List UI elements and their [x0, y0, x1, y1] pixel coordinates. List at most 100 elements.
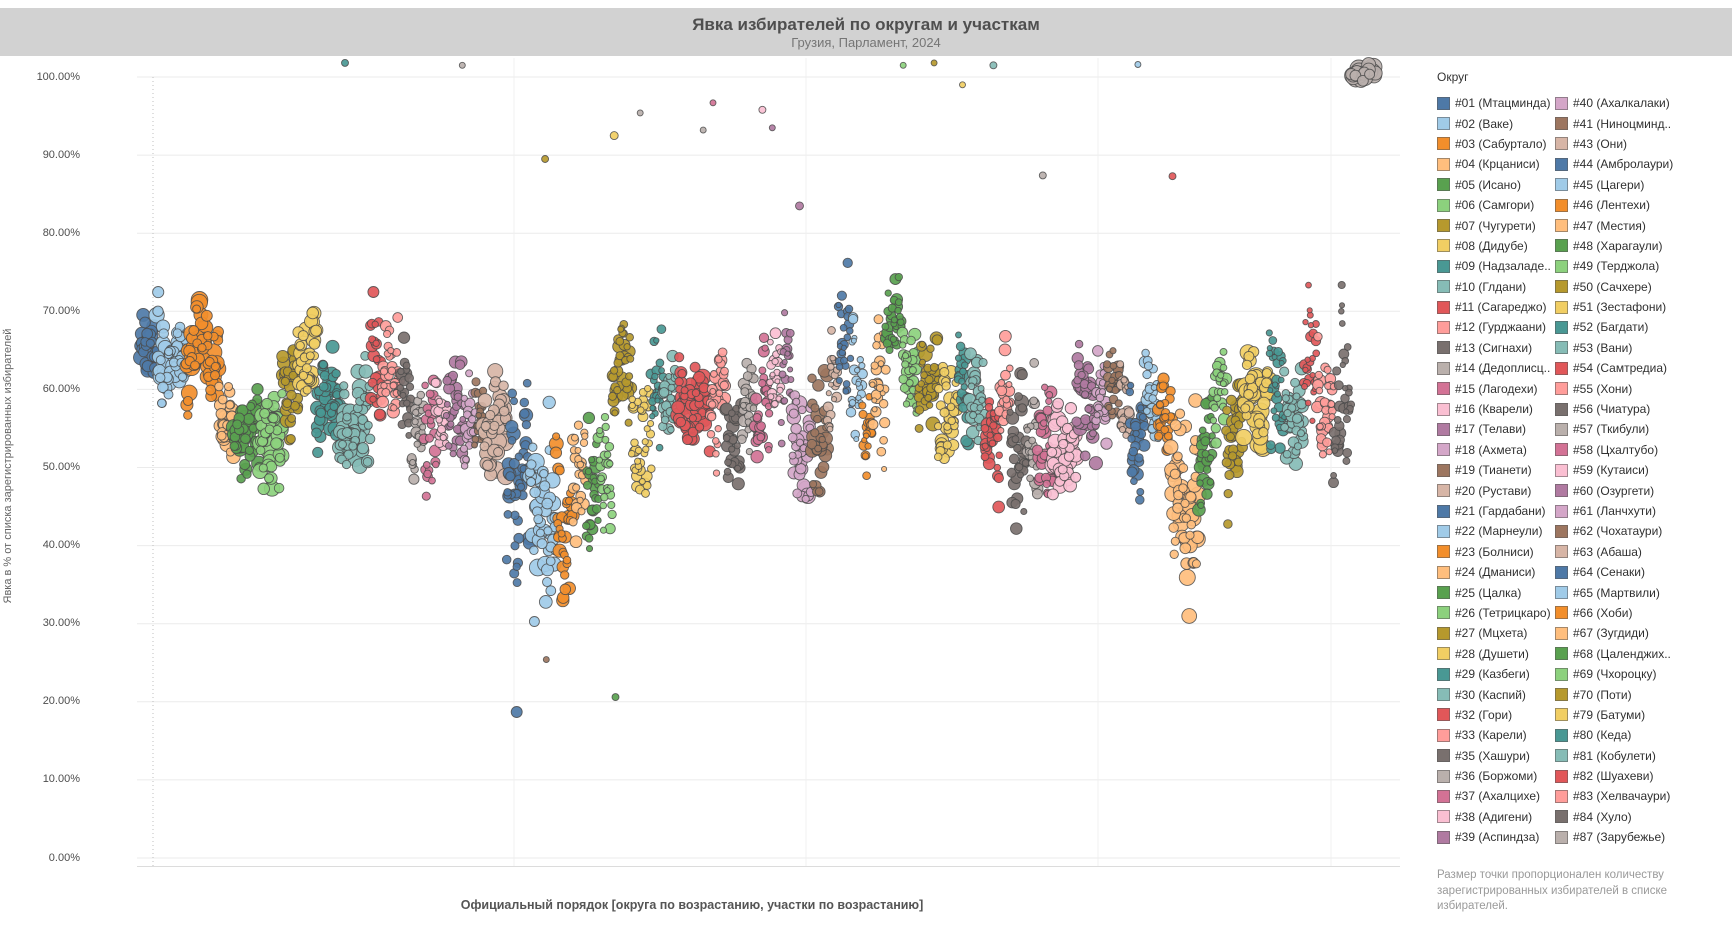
precinct-point[interactable] — [844, 304, 854, 314]
precinct-point[interactable] — [831, 396, 838, 403]
precinct-point[interactable] — [447, 420, 455, 428]
precinct-point[interactable] — [1267, 387, 1274, 394]
precinct-point[interactable] — [576, 496, 584, 504]
precinct-point[interactable] — [560, 570, 570, 580]
precinct-point[interactable] — [724, 458, 732, 467]
precinct-point[interactable] — [600, 493, 609, 502]
legend-item-41[interactable]: #41 (Ниноцминд.. — [1555, 113, 1715, 133]
precinct-point[interactable] — [591, 504, 602, 514]
precinct-point-outlier[interactable] — [510, 706, 523, 718]
precinct-point[interactable] — [1178, 483, 1188, 493]
precinct-point[interactable] — [836, 290, 847, 301]
precinct-point[interactable] — [475, 412, 482, 419]
precinct-point[interactable] — [931, 334, 943, 346]
precinct-point[interactable] — [282, 398, 292, 409]
precinct-point[interactable] — [1031, 444, 1044, 456]
precinct-point[interactable] — [647, 464, 656, 473]
precinct-point[interactable] — [608, 391, 617, 401]
precinct-point[interactable] — [731, 477, 745, 491]
precinct-point[interactable] — [1185, 491, 1197, 503]
legend-item-44[interactable]: #44 (Амбролаури) — [1555, 154, 1715, 174]
precinct-point[interactable] — [918, 340, 926, 348]
precinct-point[interactable] — [625, 372, 634, 381]
precinct-point[interactable] — [986, 431, 994, 439]
precinct-point[interactable] — [318, 381, 329, 392]
legend-item-30[interactable]: #30 (Каспий) — [1437, 684, 1555, 704]
precinct-point[interactable] — [542, 576, 553, 588]
precinct-point[interactable] — [338, 439, 347, 449]
precinct-point[interactable] — [771, 400, 779, 408]
precinct-point[interactable] — [877, 360, 885, 367]
precinct-point-outlier[interactable] — [611, 693, 620, 702]
precinct-point[interactable] — [426, 416, 435, 425]
precinct-point[interactable] — [1202, 465, 1212, 474]
precinct-point[interactable] — [554, 465, 565, 476]
precinct-point-outlier[interactable] — [541, 155, 550, 163]
precinct-point[interactable] — [1148, 394, 1157, 403]
precinct-point[interactable] — [879, 390, 886, 397]
precinct-point[interactable] — [381, 388, 391, 397]
precinct-point[interactable] — [557, 529, 566, 538]
precinct-point[interactable] — [1318, 450, 1327, 459]
precinct-point-outlier[interactable] — [609, 131, 619, 141]
legend-item-15[interactable]: #15 (Лагодехи) — [1437, 378, 1555, 398]
precinct-point[interactable] — [997, 379, 1006, 387]
precinct-point[interactable] — [1343, 343, 1352, 351]
precinct-point[interactable] — [604, 441, 615, 452]
precinct-point[interactable] — [737, 434, 747, 445]
precinct-point[interactable] — [392, 312, 404, 323]
precinct-point[interactable] — [471, 441, 478, 449]
precinct-point[interactable] — [210, 361, 220, 372]
precinct-point[interactable] — [871, 406, 878, 413]
precinct-point[interactable] — [777, 418, 785, 427]
precinct-point[interactable] — [1005, 381, 1013, 388]
precinct-point[interactable] — [890, 316, 898, 324]
precinct-point[interactable] — [372, 339, 380, 347]
precinct-point[interactable] — [780, 397, 789, 405]
precinct-point[interactable] — [1168, 522, 1179, 533]
precinct-point[interactable] — [810, 403, 820, 413]
precinct-point[interactable] — [273, 482, 285, 494]
precinct-point-outlier[interactable] — [758, 105, 767, 114]
precinct-point[interactable] — [509, 397, 519, 406]
precinct-point[interactable] — [993, 473, 1004, 484]
precinct-point[interactable] — [826, 425, 834, 433]
precinct-point-outlier[interactable] — [636, 109, 644, 117]
precinct-point[interactable] — [881, 465, 888, 473]
precinct-point[interactable] — [752, 413, 762, 423]
precinct-point[interactable] — [1221, 457, 1232, 468]
precinct-point[interactable] — [158, 328, 169, 339]
legend-item-61[interactable]: #61 (Ланчхути) — [1555, 501, 1715, 521]
legend-item-23[interactable]: #23 (Болниси) — [1437, 542, 1555, 562]
precinct-point[interactable] — [1333, 380, 1344, 391]
legend-item-83[interactable]: #83 (Хелвачаури) — [1555, 786, 1715, 806]
precinct-point[interactable] — [806, 438, 818, 450]
precinct-point[interactable] — [1114, 399, 1123, 408]
precinct-point[interactable] — [1243, 350, 1255, 362]
legend-item-62[interactable]: #62 (Чохатаури) — [1555, 521, 1715, 541]
precinct-point[interactable] — [855, 380, 862, 387]
precinct-point[interactable] — [1223, 488, 1233, 499]
precinct-point[interactable] — [870, 361, 879, 370]
precinct-point[interactable] — [840, 356, 848, 365]
precinct-point[interactable] — [1169, 549, 1179, 559]
precinct-point[interactable] — [649, 404, 656, 412]
precinct-point[interactable] — [613, 386, 622, 395]
precinct-point[interactable] — [1109, 347, 1117, 355]
legend-item-21[interactable]: #21 (Гардабани) — [1437, 501, 1555, 521]
precinct-point[interactable] — [1185, 530, 1195, 540]
legend-item-53[interactable]: #53 (Вани) — [1555, 338, 1715, 358]
precinct-point[interactable] — [1322, 437, 1333, 448]
precinct-point[interactable] — [535, 528, 545, 538]
precinct-point[interactable] — [691, 388, 701, 398]
precinct-point[interactable] — [792, 488, 803, 499]
precinct-point[interactable] — [1173, 490, 1184, 501]
precinct-point[interactable] — [298, 370, 309, 381]
precinct-point[interactable] — [1002, 395, 1011, 404]
legend-item-33[interactable]: #33 (Карели) — [1437, 725, 1555, 745]
precinct-point[interactable] — [630, 438, 639, 447]
precinct-point[interactable] — [1134, 453, 1144, 463]
precinct-point[interactable] — [734, 464, 742, 472]
precinct-point[interactable] — [1254, 418, 1265, 429]
precinct-point[interactable] — [594, 516, 602, 525]
